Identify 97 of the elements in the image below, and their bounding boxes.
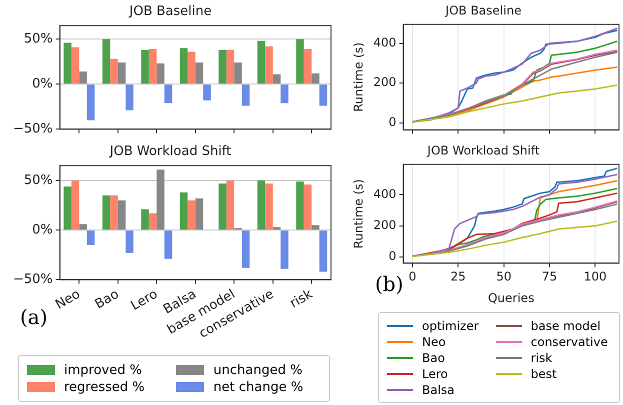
y-tick-label: 200: [373, 218, 396, 232]
legend-label: net change %: [213, 380, 304, 394]
bar: [79, 224, 87, 230]
bar: [180, 192, 188, 230]
bar: [156, 63, 164, 84]
bar: [304, 184, 312, 230]
legend-label: regressed %: [64, 380, 145, 394]
bar: [118, 200, 126, 230]
bar: [188, 52, 196, 84]
legend-label: optimizer: [422, 318, 479, 332]
bar: [148, 213, 157, 230]
bar: [180, 48, 188, 84]
bar: [195, 62, 204, 84]
bar: [226, 180, 234, 230]
bar: [296, 39, 304, 84]
bar: [280, 84, 288, 104]
bar: [141, 209, 149, 230]
bar: [126, 84, 134, 110]
y-tick-label: 0: [388, 249, 396, 264]
y-tick-label: 50%: [24, 31, 53, 46]
x-tick-label: Neo: [53, 286, 83, 313]
bar: [64, 42, 72, 84]
legend-label: conservative: [530, 334, 608, 348]
bar: [71, 47, 80, 84]
x-axis-title: Queries: [488, 290, 534, 305]
bar: [319, 230, 328, 272]
bar: [265, 46, 273, 84]
bar: [218, 183, 226, 230]
y-tick-label: 400: [373, 35, 396, 50]
bar: [102, 195, 110, 230]
bar: [164, 230, 172, 259]
bar: [265, 183, 273, 230]
bar: [242, 230, 250, 268]
bar: [272, 74, 281, 84]
bar: [195, 198, 204, 230]
bar: [86, 84, 95, 120]
legend-label: unchanged %: [213, 362, 302, 378]
y-tick-label: 400: [373, 186, 396, 201]
chart-title: JOB Baseline: [444, 3, 522, 18]
bar: [272, 227, 281, 230]
bar: [312, 73, 320, 84]
x-tick-label: Bao: [92, 286, 122, 312]
y-tick-label: 50%: [24, 172, 53, 188]
bar: [257, 40, 266, 84]
bar: [126, 230, 134, 253]
bar: [319, 84, 328, 106]
y-tick-label: −50%: [12, 272, 53, 288]
x-tick-label: risk: [288, 286, 316, 312]
x-tick-label: 25: [450, 270, 466, 284]
x-tick-label: 75: [542, 270, 558, 284]
bar: [257, 180, 266, 230]
y-axis-title: Runtime (s): [351, 179, 366, 249]
text: (a): [20, 305, 48, 329]
chart-title: JOB Baseline: [128, 4, 212, 20]
bar: [71, 180, 80, 230]
bar: [218, 50, 226, 84]
legend-label: base model: [530, 318, 601, 332]
bar: [312, 225, 320, 230]
x-tick-label: 50: [496, 270, 512, 284]
legend-label: Balsa: [422, 382, 455, 396]
x-tick-label: 0: [408, 270, 416, 284]
bar: [79, 72, 87, 84]
bar: [110, 195, 118, 230]
bar: [188, 200, 196, 230]
bar: [234, 62, 242, 84]
bar: [64, 186, 72, 230]
bar: [280, 230, 288, 269]
bar: [102, 39, 110, 84]
bar: [242, 84, 250, 106]
y-tick-label: 200: [373, 75, 396, 90]
bar: [203, 84, 211, 100]
legend-label: risk: [530, 350, 552, 364]
bar: [226, 50, 234, 84]
y-tick-label: −50%: [12, 122, 53, 137]
legend-label: Lero: [422, 366, 448, 380]
y-tick-label: 0: [388, 114, 396, 129]
chart-title: JOB Workload Shift: [426, 143, 540, 158]
chart-title: JOB Workload Shift: [108, 144, 232, 160]
bar: [118, 62, 126, 84]
x-tick-label: Lero: [128, 286, 160, 314]
bar: [110, 58, 118, 84]
text: (b): [375, 272, 404, 296]
bar: [296, 181, 304, 230]
bar: [141, 50, 149, 84]
bar: [164, 84, 172, 104]
y-tick-label: 0%: [32, 76, 53, 92]
bar: [148, 49, 157, 84]
bar: [86, 230, 95, 245]
bar: [304, 49, 312, 84]
legend-label: best: [530, 366, 557, 380]
legend-label: improved %: [64, 362, 142, 378]
y-axis-title: Runtime (s): [351, 42, 366, 112]
x-tick-label: 100: [584, 270, 607, 284]
legend-label: Neo: [422, 334, 446, 348]
bar: [156, 170, 164, 230]
legend-label: Bao: [422, 350, 445, 364]
y-tick-label: 0%: [32, 222, 53, 238]
